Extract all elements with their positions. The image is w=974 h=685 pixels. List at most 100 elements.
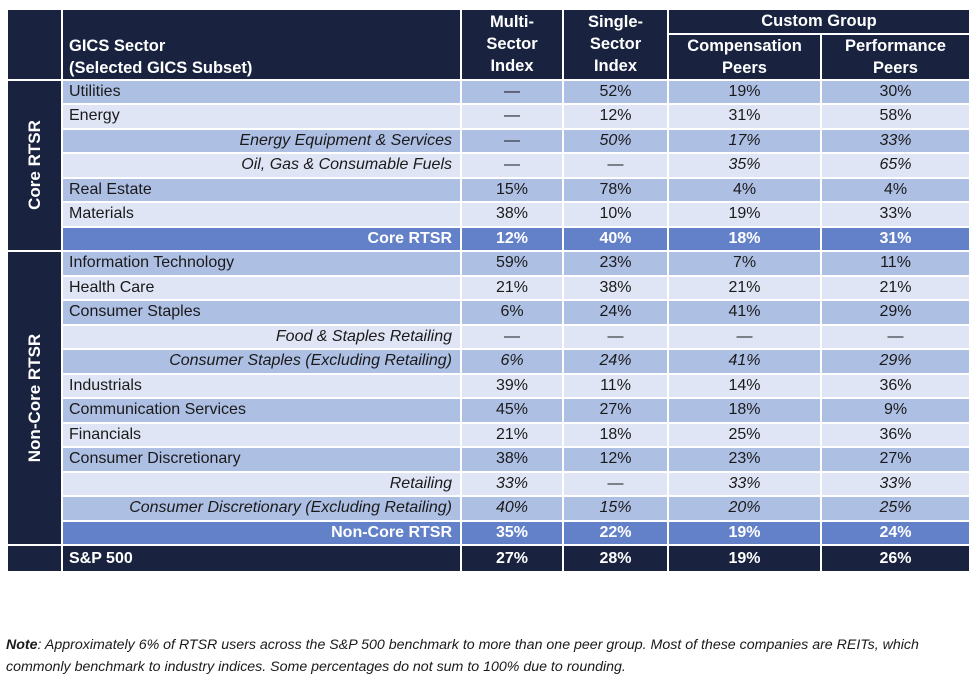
footnote: Note: Approximately 6% of RTSR users acr… [6, 634, 971, 678]
cell-comp: 19% [667, 201, 822, 228]
cell-comp: 25% [667, 421, 822, 448]
cell-comp: 19% [667, 78, 822, 105]
table-row: Energy Equipment & Services —50% 17% 33% [7, 127, 971, 154]
cell-single: 24% [562, 348, 669, 375]
cell-multi: 39% [460, 372, 564, 399]
sector-label: Consumer Staples (Excluding Retailing) [61, 348, 462, 375]
table-row: Financials 21% 18% 25% 36% [7, 421, 971, 448]
table-row: Retailing 33% —33% 33% [7, 470, 971, 497]
header-text: Sector [486, 35, 538, 54]
cell-comp: 18% [667, 397, 822, 424]
table-body: Core RTSR Utilities —52% 19% 30% Energy —12% 31… [6, 78, 971, 573]
cell-perf: 29% [820, 348, 971, 375]
table-row: Food & Staples Retailing — — — — [7, 323, 971, 350]
cell-multi: — [460, 78, 564, 105]
cell-single: 27% [562, 397, 669, 424]
group-core-rtsr-label: Core RTSR [24, 120, 44, 211]
table-row: Consumer Discretionary (Excluding Retail… [7, 495, 971, 522]
cell-single: 12% [562, 446, 669, 473]
cell-single: 50% [562, 127, 669, 154]
cell-comp: 35% [667, 152, 822, 179]
cell-multi: 21% [460, 274, 564, 301]
cell-perf: 29% [820, 299, 971, 326]
sector-label: Consumer Staples [61, 299, 462, 326]
header-text: Compensation [687, 36, 802, 55]
cell-single: 12% [562, 103, 669, 130]
cell-comp: 31% [667, 103, 822, 130]
cell-single: 11% [562, 372, 669, 399]
cell-single: 10% [562, 201, 669, 228]
cell-multi: 6% [460, 299, 564, 326]
cell-perf: 58% [820, 103, 971, 130]
table-row: Non-Core RTSR Information Technology 59% 23… [6, 250, 971, 546]
sector-label: Information Technology [61, 250, 462, 277]
header-text: Peers [873, 58, 918, 77]
cell-multi: — [460, 103, 564, 130]
sector-label: Financials [61, 421, 462, 448]
cell-single: — [562, 470, 669, 497]
sp500-corner [6, 544, 63, 573]
cell-multi: — [460, 127, 564, 154]
sector-label: Health Care [61, 274, 462, 301]
sector-label: Consumer Discretionary [61, 446, 462, 473]
cell-perf: 33% [820, 127, 971, 154]
table-row: Industrials 39% 11% 14% 36% [7, 372, 971, 399]
cell-multi: 59% [460, 250, 564, 277]
cell-multi: 35% [460, 519, 564, 546]
header-text: Index [490, 57, 534, 76]
table-row: Consumer Staples (Excluding Retailing) 6%… [7, 348, 971, 375]
cell-comp: 23% [667, 446, 822, 473]
cell-comp: 18% [667, 225, 822, 252]
table-row: Oil, Gas & Consumable Fuels — —35% 65% [7, 152, 971, 179]
header-text: Single- [587, 13, 643, 32]
sector-label: Retailing [61, 470, 462, 497]
table-row: Materials 38% 10% 19% 33% [7, 201, 971, 228]
header-corner [6, 8, 63, 81]
cell-perf: 4% [820, 176, 971, 203]
table-row: Energy —12% 31% 58% [7, 103, 971, 130]
cell-comp: 20% [667, 495, 822, 522]
cell-comp: 17% [667, 127, 822, 154]
sector-label: Industrials [61, 372, 462, 399]
sector-label: Utilities [61, 78, 462, 105]
cell-perf: 27% [820, 446, 971, 473]
cell-comp: 41% [667, 348, 822, 375]
cell-single: 78% [562, 176, 669, 203]
cell-comp: — [667, 323, 822, 350]
cell-perf: 25% [820, 495, 971, 522]
group-core-rtsr: Core RTSR [6, 78, 63, 252]
note-text: : Approximately 6% of RTSR users across … [6, 637, 919, 675]
cell-comp: 7% [667, 250, 822, 277]
cell-perf: 36% [820, 421, 971, 448]
header-performance-peers: Performance Peers [820, 32, 971, 81]
cell-single: — [562, 152, 669, 179]
cell-comp: 21% [667, 274, 822, 301]
cell-perf: 24% [820, 519, 971, 546]
group-noncore-rtsr-label: Non-Core RTSR [24, 333, 44, 463]
sector-label: Communication Services [61, 397, 462, 424]
group-noncore-rtsr: Non-Core RTSR [6, 250, 63, 546]
header-gics-sector: GICS Sector (Selected GICS Subset) [61, 8, 462, 81]
cell-multi: — [460, 152, 564, 179]
header-text: Index [593, 57, 638, 76]
header-text: Multi- [490, 13, 534, 32]
sector-label: Oil, Gas & Consumable Fuels [61, 152, 462, 179]
cell-single: 15% [562, 495, 669, 522]
total-row: Non-Core RTSR 35% 22% 19% 24% [7, 519, 971, 546]
cell-comp: 41% [667, 299, 822, 326]
cell-perf: 33% [820, 470, 971, 497]
sp500-cell-multi: 27% [460, 544, 564, 573]
cell-perf: 9% [820, 397, 971, 424]
header-single-sector-index: Single- Sector Index [562, 8, 669, 81]
cell-single: 52% [562, 78, 669, 105]
cell-comp: 14% [667, 372, 822, 399]
cell-single: 18% [562, 421, 669, 448]
cell-multi: 6% [460, 348, 564, 375]
header-custom-group: Custom Group [667, 8, 971, 35]
header-sector-subtitle: (Selected GICS Subset) [69, 58, 253, 77]
cell-multi: 40% [460, 495, 564, 522]
cell-single: 40% [562, 225, 669, 252]
cell-perf: — [820, 323, 971, 350]
sector-label: Energy Equipment & Services [61, 127, 462, 154]
cell-single: 22% [562, 519, 669, 546]
